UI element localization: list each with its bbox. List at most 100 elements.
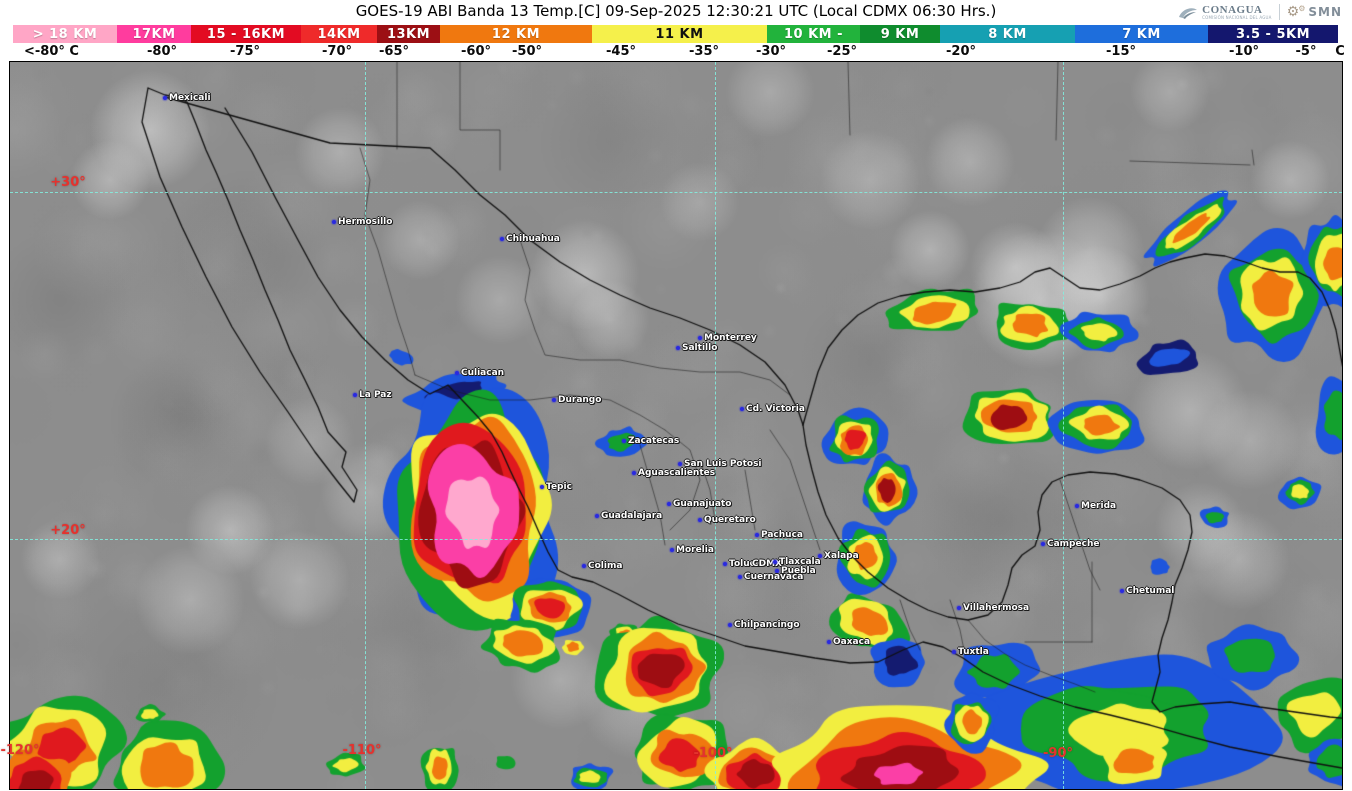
city-dot-icon [332, 220, 336, 224]
scale-segment: 8 KM [940, 25, 1075, 43]
scale-segment: > 18 KM [13, 25, 117, 43]
temp-label: -70° [322, 44, 352, 59]
temp-label: C [1335, 44, 1345, 59]
city-label: Guanajuato [673, 499, 732, 509]
altitude-color-scale: > 18 KM 17KM 15 - 16KM 14KM 13KM 12 KM 11 KM 10… [13, 25, 1338, 43]
temp-label: -80° [147, 44, 177, 59]
scale-segment: 14KM [301, 25, 377, 43]
city-dot-icon [952, 650, 956, 654]
city-dot-icon [455, 371, 459, 375]
grid-line-vertical [1063, 62, 1064, 789]
city-label: Villahermosa [963, 603, 1030, 613]
conagua-wave-icon [1179, 7, 1198, 19]
coordinate-label: -120° [0, 743, 40, 758]
city-dot-icon [632, 471, 636, 475]
temp-label: -35° [689, 44, 719, 59]
city-label: Queretaro [704, 515, 756, 525]
city-label: Mexicali [169, 93, 211, 103]
smn-gear-icon: ⚙ [1286, 4, 1300, 20]
city-dot-icon [827, 640, 831, 644]
smn-logo: ⚙ ⚙ SMN [1286, 4, 1342, 20]
temp-label: -45° [606, 44, 636, 59]
city-label: Tuxtla [958, 647, 989, 657]
grid-line-horizontal [10, 192, 1342, 193]
city-dot-icon [676, 346, 680, 350]
city-label: Culiacan [461, 368, 505, 378]
scale-segment: 9 KM [860, 25, 940, 43]
coordinate-label: +20° [50, 523, 86, 538]
temp-label: -25° [827, 44, 857, 59]
city-dot-icon [755, 533, 759, 537]
city-dot-icon [670, 548, 674, 552]
city-dot-icon [698, 336, 702, 340]
temp-label: -75° [230, 44, 260, 59]
city-label: Campeche [1047, 539, 1100, 549]
conagua-subtitle: COMISIÓN NACIONAL DEL AGUA [1202, 14, 1272, 20]
city-dot-icon [1075, 504, 1079, 508]
scale-segment: 10 KM - [767, 25, 860, 43]
city-label: Chihuahua [506, 234, 560, 244]
grid-line-horizontal [10, 539, 1342, 540]
city-label: Puebla [781, 566, 816, 576]
temp-label: -20° [946, 44, 976, 59]
scale-segment: 7 KM [1075, 25, 1208, 43]
city-dot-icon [723, 562, 727, 566]
coordinate-label: +30° [50, 175, 86, 190]
temp-label: -60° [461, 44, 491, 59]
city-label: Durango [558, 395, 602, 405]
city-label: Aguascalientes [638, 468, 716, 478]
city-label: Cd. Victoria [746, 404, 805, 414]
city-dot-icon [582, 564, 586, 568]
city-label: Monterrey [704, 333, 757, 343]
grid-line-vertical [715, 62, 716, 789]
city-dot-icon [595, 514, 599, 518]
city-dot-icon [698, 518, 702, 522]
city-dot-icon [957, 606, 961, 610]
city-dot-icon [678, 462, 682, 466]
temp-label: <-80° C [24, 44, 79, 59]
city-dot-icon [738, 575, 742, 579]
city-dot-icon [500, 237, 504, 241]
city-label: Guadalajara [601, 511, 663, 521]
smn-label: SMN [1308, 5, 1342, 19]
scale-segment: 11 KM [592, 25, 767, 43]
conagua-label: CONAGUA [1202, 3, 1263, 16]
city-label: Tepic [546, 482, 572, 492]
temp-label: -15° [1106, 44, 1136, 59]
city-label: San Luis Potosi [684, 459, 762, 469]
city-label: La Paz [359, 390, 392, 400]
city-label: Chetumal [1126, 586, 1175, 596]
city-dot-icon [740, 407, 744, 411]
city-label: Cuernavaca [744, 572, 804, 582]
temp-label: -30° [756, 44, 786, 59]
scale-segment: 3.5 - 5KM [1208, 25, 1338, 43]
city-dot-icon [728, 623, 732, 627]
scale-segment: 12 KM [440, 25, 592, 43]
city-label: Colima [588, 561, 623, 571]
grid-line-vertical [365, 62, 366, 789]
scale-segment: 15 - 16KM [191, 25, 301, 43]
city-label: Morelia [676, 545, 714, 555]
city-label: Chilpancingo [734, 620, 800, 630]
smn-gear-small-icon: ⚙ [1298, 4, 1306, 13]
city-label: Pachuca [761, 530, 803, 540]
coordinate-label: -90° [1043, 746, 1073, 761]
logo-divider [1278, 4, 1280, 20]
image-title: GOES-19 ABI Banda 13 Temp.[C] 09-Sep-202… [355, 2, 997, 20]
temp-label: -50° [512, 44, 542, 59]
city-dot-icon [552, 398, 556, 402]
scale-segment: 13KM [377, 25, 440, 43]
city-dot-icon [667, 502, 671, 506]
temp-label: -10° [1229, 44, 1259, 59]
city-dot-icon [622, 439, 626, 443]
city-label: Saltillo [682, 343, 718, 353]
city-label: Tlaxcala [779, 557, 821, 567]
coordinate-label: -110° [342, 743, 382, 758]
city-label: Merida [1081, 501, 1117, 511]
city-label: Zacatecas [628, 436, 680, 446]
city-dot-icon [163, 96, 167, 100]
satellite-map: +30° +20° -120° -110° -100° -90° Mexicali Hermo… [0, 62, 1342, 789]
city-dot-icon [775, 569, 779, 573]
temp-label: -65° [379, 44, 409, 59]
